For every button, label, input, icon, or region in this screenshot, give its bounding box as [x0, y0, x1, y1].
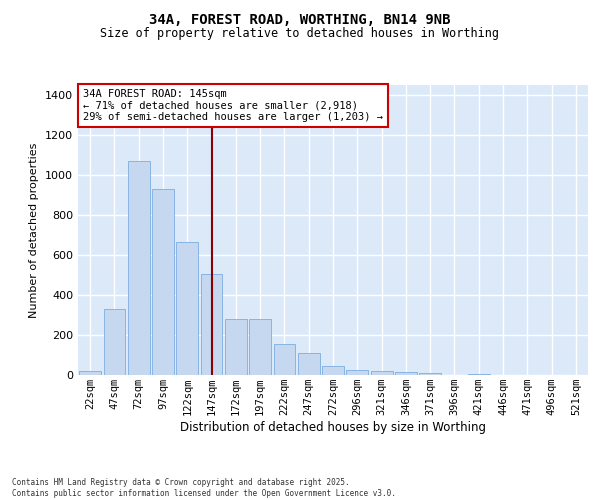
Bar	[371, 371, 392, 375]
Bar	[298, 353, 320, 375]
X-axis label: Distribution of detached houses by size in Worthing: Distribution of detached houses by size …	[180, 421, 486, 434]
Bar	[128, 161, 149, 375]
Bar	[322, 366, 344, 375]
Bar	[104, 309, 125, 375]
Bar	[346, 370, 368, 375]
Bar	[419, 374, 441, 375]
Bar	[200, 274, 223, 375]
Bar	[395, 372, 417, 375]
Text: Size of property relative to detached houses in Worthing: Size of property relative to detached ho…	[101, 28, 499, 40]
Bar	[274, 344, 295, 375]
Bar	[152, 189, 174, 375]
Text: 34A, FOREST ROAD, WORTHING, BN14 9NB: 34A, FOREST ROAD, WORTHING, BN14 9NB	[149, 12, 451, 26]
Bar	[249, 319, 271, 375]
Text: 34A FOREST ROAD: 145sqm
← 71% of detached houses are smaller (2,918)
29% of semi: 34A FOREST ROAD: 145sqm ← 71% of detache…	[83, 89, 383, 122]
Text: Contains HM Land Registry data © Crown copyright and database right 2025.
Contai: Contains HM Land Registry data © Crown c…	[12, 478, 396, 498]
Bar	[79, 371, 101, 375]
Y-axis label: Number of detached properties: Number of detached properties	[29, 142, 40, 318]
Bar	[176, 242, 198, 375]
Bar	[468, 374, 490, 375]
Bar	[225, 319, 247, 375]
